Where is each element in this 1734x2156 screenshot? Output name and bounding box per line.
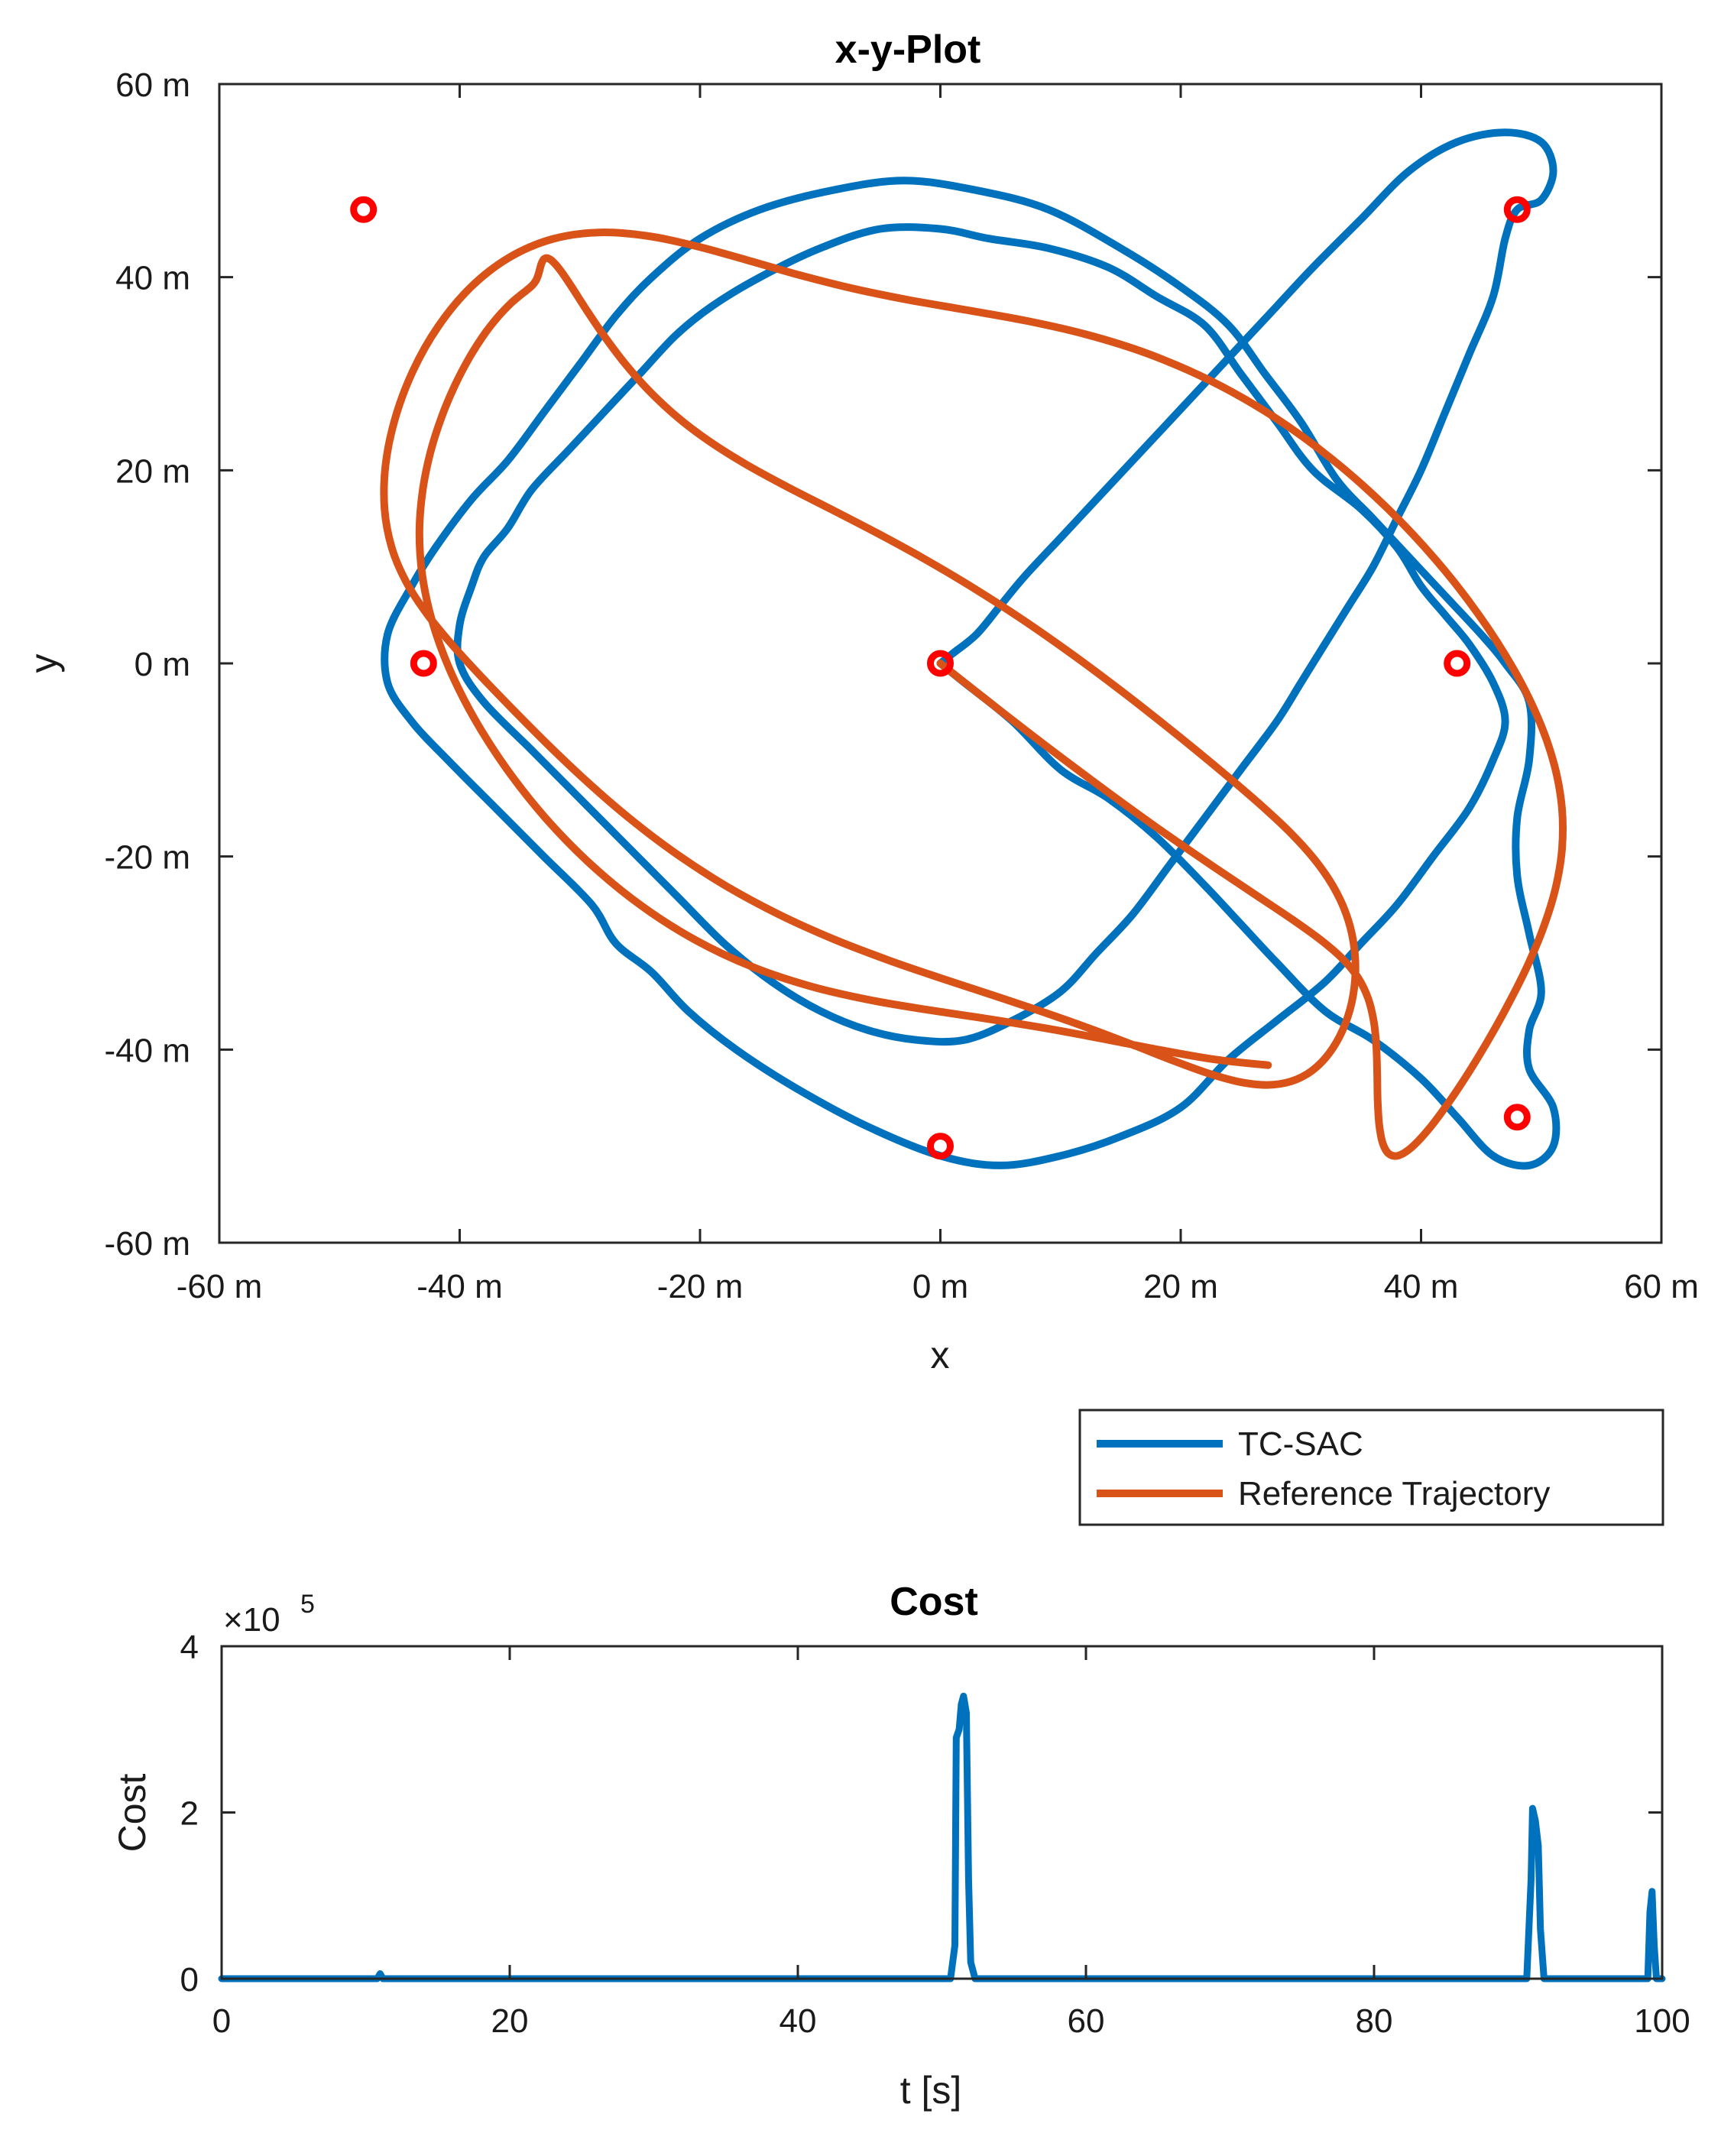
xy-series-group (380, 128, 1567, 1170)
cost-x-tick-label: 100 (1634, 2002, 1690, 2040)
cost-exponent-power: 5 (300, 1590, 315, 1619)
legend-label-reference: Reference Trajectory (1238, 1475, 1550, 1512)
xy-x-tick-label: -60 m (177, 1268, 262, 1305)
cost-y-tick-label: 4 (180, 1629, 199, 1666)
cost-y-tick-label: 2 (180, 1795, 199, 1833)
cost-y-axis-label: Cost (111, 1773, 154, 1852)
cost-series-group (218, 1692, 1666, 1983)
cost-y-tick-label: 0 (180, 1961, 199, 1999)
xy-y-tick-label: -60 m (105, 1225, 190, 1263)
cost-exponent-base: ×10 (223, 1601, 280, 1639)
xy-y-tick-label: 40 m (115, 260, 190, 297)
xy-x-tick-label: 0 m (912, 1268, 968, 1305)
cost-plot-title: Cost (890, 1580, 978, 1624)
cost-x-tick-label: 60 (1068, 2002, 1105, 2040)
cost-x-axis-label: t [s] (900, 2069, 962, 2112)
waypoint-marker (927, 650, 954, 677)
cost-x-ticks: 0 20 40 60 80 100 (212, 1646, 1690, 2040)
cost-x-tick-label: 80 (1356, 2002, 1393, 2040)
cost-x-tick-label: 20 (491, 2002, 529, 2040)
cost-series-line-tc-sac (218, 1692, 1666, 1983)
xy-x-ticks: -60 m -40 m -20 m 0 m 20 m 40 m 60 m (177, 84, 1699, 1305)
xy-y-ticks: -60 m -40 m -20 m 0 m 20 m 40 m 60 m (105, 66, 1661, 1263)
legend-box (1078, 1409, 1664, 1526)
waypoint-marker (1444, 650, 1471, 677)
xy-x-tick-label: 20 m (1143, 1268, 1218, 1305)
cost-plot-axes-box (220, 1645, 1664, 1980)
legend: TC-SAC Reference Trajectory (1078, 1409, 1664, 1526)
xy-y-axis-label: y (22, 654, 65, 673)
waypoint-marker (927, 1133, 954, 1160)
xy-y-tick-label: 60 m (115, 66, 190, 104)
xy-plot-title: x-y-Plot (835, 28, 981, 72)
waypoint-marker (350, 196, 378, 223)
xy-y-tick-label: -40 m (105, 1032, 190, 1069)
xy-x-axis-label: x (931, 1334, 950, 1376)
cost-y-ticks: 0 2 4 (180, 1629, 1662, 1999)
xy-y-tick-label: -20 m (105, 839, 190, 877)
xy-x-tick-label: 40 m (1384, 1268, 1459, 1305)
xy-x-tick-label: -20 m (657, 1268, 743, 1305)
cost-x-tick-label: 0 (212, 2002, 231, 2040)
cost-plot: Cost ×10 5 0 20 40 60 80 100 0 2 4 t [s] Cost (111, 1580, 1690, 2112)
xy-y-tick-label: 20 m (115, 452, 190, 490)
xy-x-tick-label: 60 m (1624, 1268, 1699, 1305)
xy-series-line-reference (380, 229, 1567, 1160)
xy-y-tick-label: 0 m (135, 646, 190, 683)
cost-x-tick-label: 40 (779, 2002, 817, 2040)
waypoint-marker (1503, 196, 1531, 223)
xy-x-tick-label: -40 m (416, 1268, 502, 1305)
xy-series-line-tc-sac (381, 128, 1561, 1170)
waypoint-marker (410, 650, 437, 677)
waypoint-marker (1503, 1104, 1531, 1131)
waypoint-markers (350, 196, 1531, 1160)
legend-label-tc-sac: TC-SAC (1238, 1425, 1363, 1463)
